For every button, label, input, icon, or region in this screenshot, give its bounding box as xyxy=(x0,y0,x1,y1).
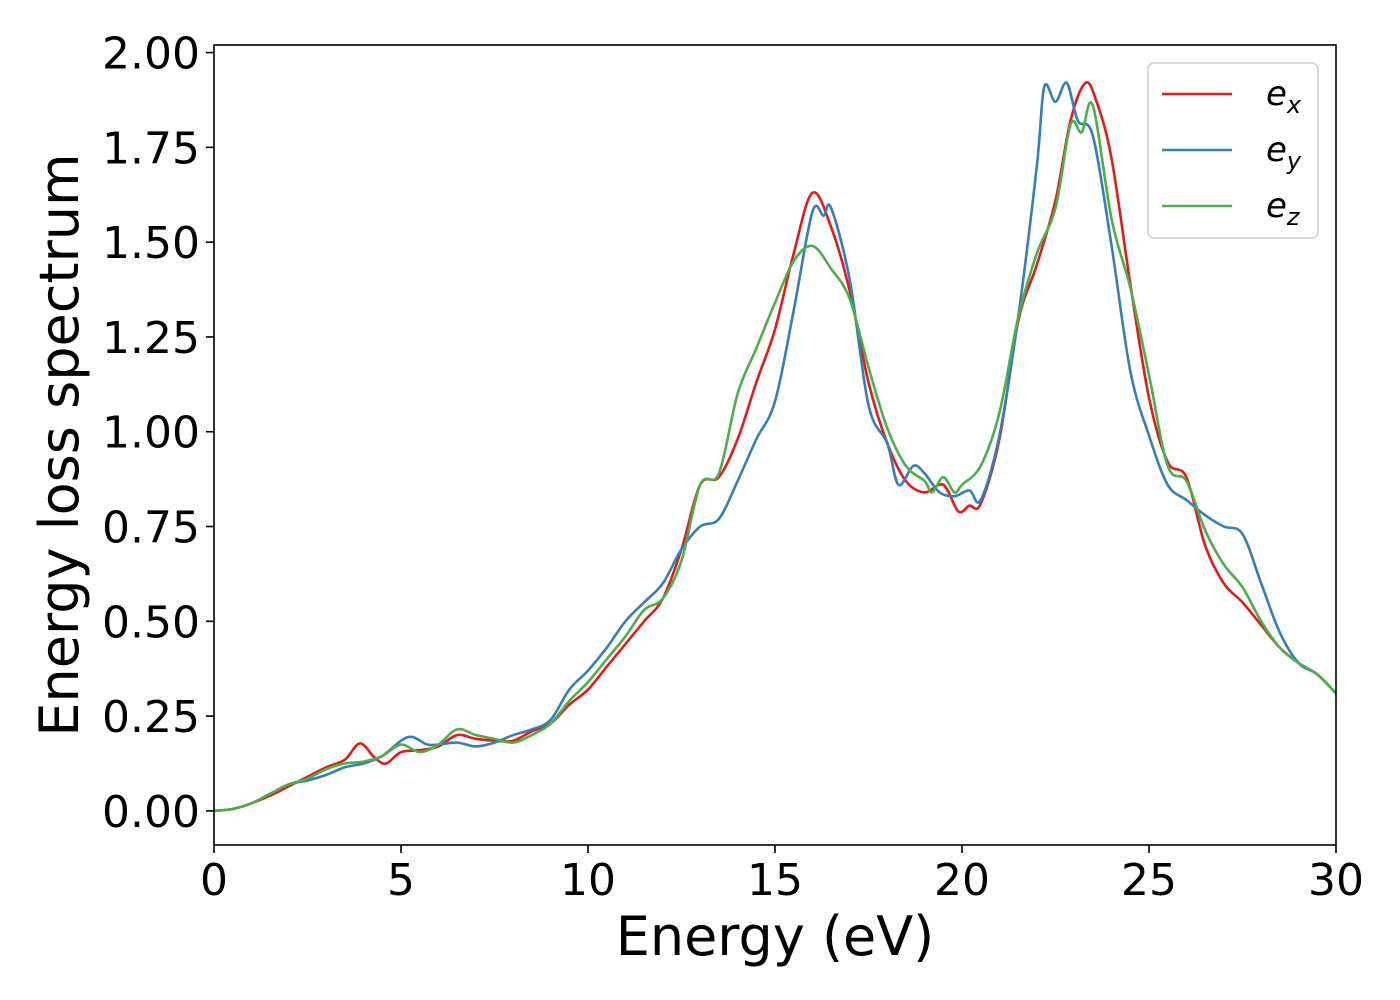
y-tick-label: 1.00 xyxy=(102,408,200,459)
series-line-x xyxy=(213,81,1337,813)
series-line-z xyxy=(213,101,1337,813)
x-tick-label: 10 xyxy=(560,855,616,906)
legend-label-y: ey xyxy=(1266,130,1302,175)
ticks-layer: 0 5 10 15 20 25 30 0.00 0.25 0.50 0.75 1.00 1.25 1.50… xyxy=(102,29,1364,906)
legend-box xyxy=(1147,62,1319,239)
y-tick-label: 1.75 xyxy=(102,123,200,174)
series-line-y xyxy=(213,81,1337,813)
legend-label-x: ex xyxy=(1266,74,1302,119)
x-tick-label: 25 xyxy=(1121,855,1177,906)
y-tick-label: 1.50 xyxy=(102,218,200,269)
y-axis-label: Energy loss spectrum xyxy=(28,153,91,736)
legend-label-z: ez xyxy=(1266,186,1301,231)
x-tick-label: 0 xyxy=(200,855,228,906)
y-tick-label: 0.25 xyxy=(102,692,200,743)
series-layer xyxy=(213,81,1337,813)
y-tick-label: 1.25 xyxy=(102,313,200,364)
y-tick-label: 0.75 xyxy=(102,503,200,554)
y-tick-label: 0.00 xyxy=(102,787,200,838)
y-tick-label: 0.50 xyxy=(102,597,200,648)
legend: ex ey ez xyxy=(1147,62,1319,239)
x-axis-label: Energy (eV) xyxy=(616,905,935,968)
x-tick-label: 15 xyxy=(747,855,803,906)
y-tick-label: 2.00 xyxy=(102,29,200,80)
x-tick-label: 30 xyxy=(1308,855,1364,906)
x-tick-label: 20 xyxy=(934,855,990,906)
x-tick-label: 5 xyxy=(387,855,415,906)
